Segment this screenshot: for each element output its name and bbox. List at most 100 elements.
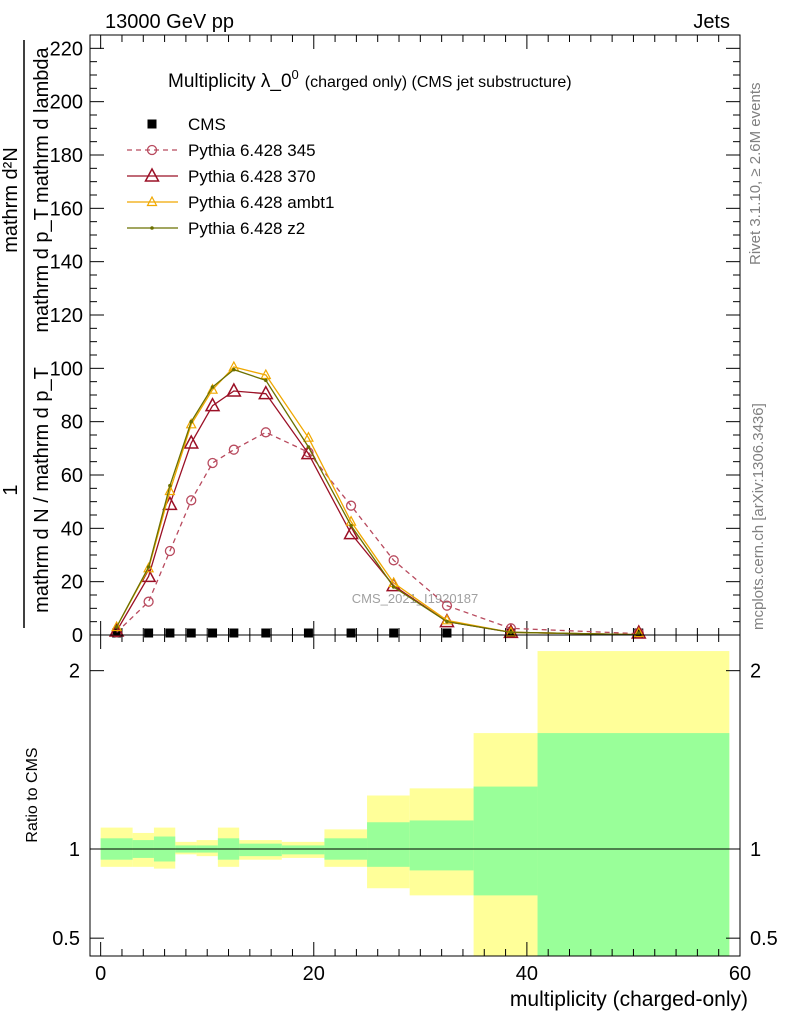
data-point-p370 <box>204 397 221 412</box>
data-point-z2 <box>264 378 268 383</box>
x-tick-label: 60 <box>729 963 751 985</box>
legend-item-ambt1: Pythia 6.428 ambt1 <box>127 193 334 212</box>
y-tick-label: 180 <box>50 145 83 167</box>
mcplots-label: mcplots.cern.ch [arXiv:1306.3436] <box>750 403 767 630</box>
data-point-cms <box>229 628 239 638</box>
y-tick-label: 160 <box>50 198 83 220</box>
ratio-y-tick-label-right: 0.5 <box>750 928 778 950</box>
ratio-y-tick-label: 1 <box>69 839 80 861</box>
legend-item-p370: Pythia 6.428 370 <box>127 167 316 186</box>
data-point-cms <box>144 628 154 638</box>
data-point-p345 <box>441 600 453 611</box>
data-point-ambt1 <box>164 484 176 496</box>
data-point-p345 <box>207 457 218 469</box>
header-left: 13000 GeV pp <box>105 11 234 33</box>
y-tick-label: 20 <box>61 572 83 594</box>
y-label-numerator: mathrm d²N <box>0 147 22 253</box>
data-point-p370 <box>631 624 647 639</box>
ratio-band-inner <box>473 786 538 896</box>
ratio-band-inner <box>281 845 325 855</box>
data-point-cms <box>346 628 356 638</box>
legend-marker <box>146 144 158 156</box>
data-point-p345 <box>143 596 154 607</box>
data-point-ambt1 <box>633 626 645 638</box>
data-point-ambt1 <box>185 418 197 429</box>
legend-label: Pythia 6.428 370 <box>188 167 316 186</box>
legend-marker <box>144 167 160 182</box>
data-point-z2 <box>306 445 311 449</box>
chart-title: Multiplicity λ_00 (charged only) (CMS jet… <box>168 67 572 92</box>
x-axis-label: multiplicity (charged-only) <box>510 988 748 1011</box>
data-point-z2 <box>232 367 236 372</box>
legend: CMS Pythia 6.428 345 Pythia 6.428 370 Pythi… <box>127 115 334 238</box>
lower-panel: 0.5 0.5 1 1 2 2 0 20 40 60 Ratio to CMS multipli… <box>24 634 778 1011</box>
ratio-y-tick-label-right: 1 <box>750 839 761 861</box>
title-suffix: (charged only) (CMS jet substructure) <box>305 74 572 91</box>
ratio-band-inner <box>367 822 410 867</box>
legend-label: Pythia 6.428 345 <box>188 141 316 160</box>
ratio-band-inner <box>409 820 474 871</box>
data-point-z2 <box>210 385 215 389</box>
lower-x-axis: 0 20 40 60 <box>95 635 751 985</box>
data-point-ambt1 <box>207 383 219 394</box>
y-label-fraction-denominator: mathrm d N / mathrm d p_T <box>31 367 53 613</box>
y-tick-label: 220 <box>50 38 83 60</box>
data-point-z2 <box>146 565 151 569</box>
data-point-p345 <box>186 495 197 506</box>
data-point-ambt1 <box>143 562 155 573</box>
data-point-cms <box>303 628 313 638</box>
upper-panel: 0 20 40 60 80 100 120 140 160 180 200 220 Multiplic… <box>50 34 741 647</box>
ratio-y-tick-label: 0.5 <box>52 928 80 950</box>
data-point-cms <box>208 628 218 638</box>
legend-marker <box>147 119 157 129</box>
y-label-prefix: 1 <box>0 484 22 495</box>
lower-y-axis: 0.5 0.5 1 1 2 2 <box>52 661 778 951</box>
data-point-p370 <box>183 434 199 449</box>
series-z2 <box>114 367 641 636</box>
legend-marker <box>146 195 158 207</box>
data-point-ambt1 <box>302 431 314 442</box>
data-point-cms <box>442 628 452 638</box>
data-point-z2 <box>189 419 194 424</box>
x-tick-label: 20 <box>303 963 325 985</box>
y-tick-label: 80 <box>61 412 83 434</box>
upper-y-axis: 0 20 40 60 80 100 120 140 160 180 200 220 <box>50 34 740 647</box>
y-tick-label: 0 <box>72 625 83 647</box>
x-tick-label: 0 <box>95 963 106 985</box>
series-line-p345 <box>116 431 639 635</box>
legend-item-cms: CMS <box>147 115 226 134</box>
data-point-p370 <box>226 382 242 397</box>
y-tick-label: 140 <box>50 252 83 274</box>
legend-item-z2: Pythia 6.428 z2 <box>127 219 305 238</box>
y-label-fraction: mathrm d p_T mathrm d lambda <box>31 46 53 332</box>
y-tick-label: 200 <box>50 92 83 114</box>
data-point-p345 <box>345 500 357 511</box>
data-point-p370 <box>258 385 274 400</box>
x-tick-label: 40 <box>516 963 538 985</box>
upper-x-ticks <box>100 35 741 635</box>
ratio-y-tick-label-right: 2 <box>750 661 761 683</box>
data-point-p345 <box>164 545 176 557</box>
data-point-cms <box>112 628 122 638</box>
legend-label: CMS <box>188 115 226 134</box>
series-p345 <box>111 427 644 639</box>
legend-label: Pythia 6.428 z2 <box>188 219 305 238</box>
data-point-cms <box>165 628 175 638</box>
title-main: Multiplicity λ_0 <box>168 71 292 92</box>
ratio-y-tick-label: 2 <box>69 661 80 683</box>
legend-item-p345: Pythia 6.428 345 <box>127 141 316 160</box>
data-point-ambt1 <box>260 368 272 380</box>
data-point-cms <box>186 628 196 638</box>
y-tick-label: 40 <box>61 518 83 540</box>
ratio-band-inner <box>537 733 730 956</box>
ratio-y-label: Ratio to CMS <box>24 747 41 842</box>
ratio-band-inner <box>239 843 282 857</box>
data-point-z2 <box>636 631 641 635</box>
data-point-z2 <box>349 523 353 528</box>
data-point-z2 <box>509 630 513 635</box>
rivet-label: Rivet 3.1.10, ≥ 2.6M events <box>747 83 764 266</box>
data-point-cms <box>261 628 271 638</box>
y-tick-label: 100 <box>50 358 83 380</box>
y-tick-label: 60 <box>61 465 83 487</box>
